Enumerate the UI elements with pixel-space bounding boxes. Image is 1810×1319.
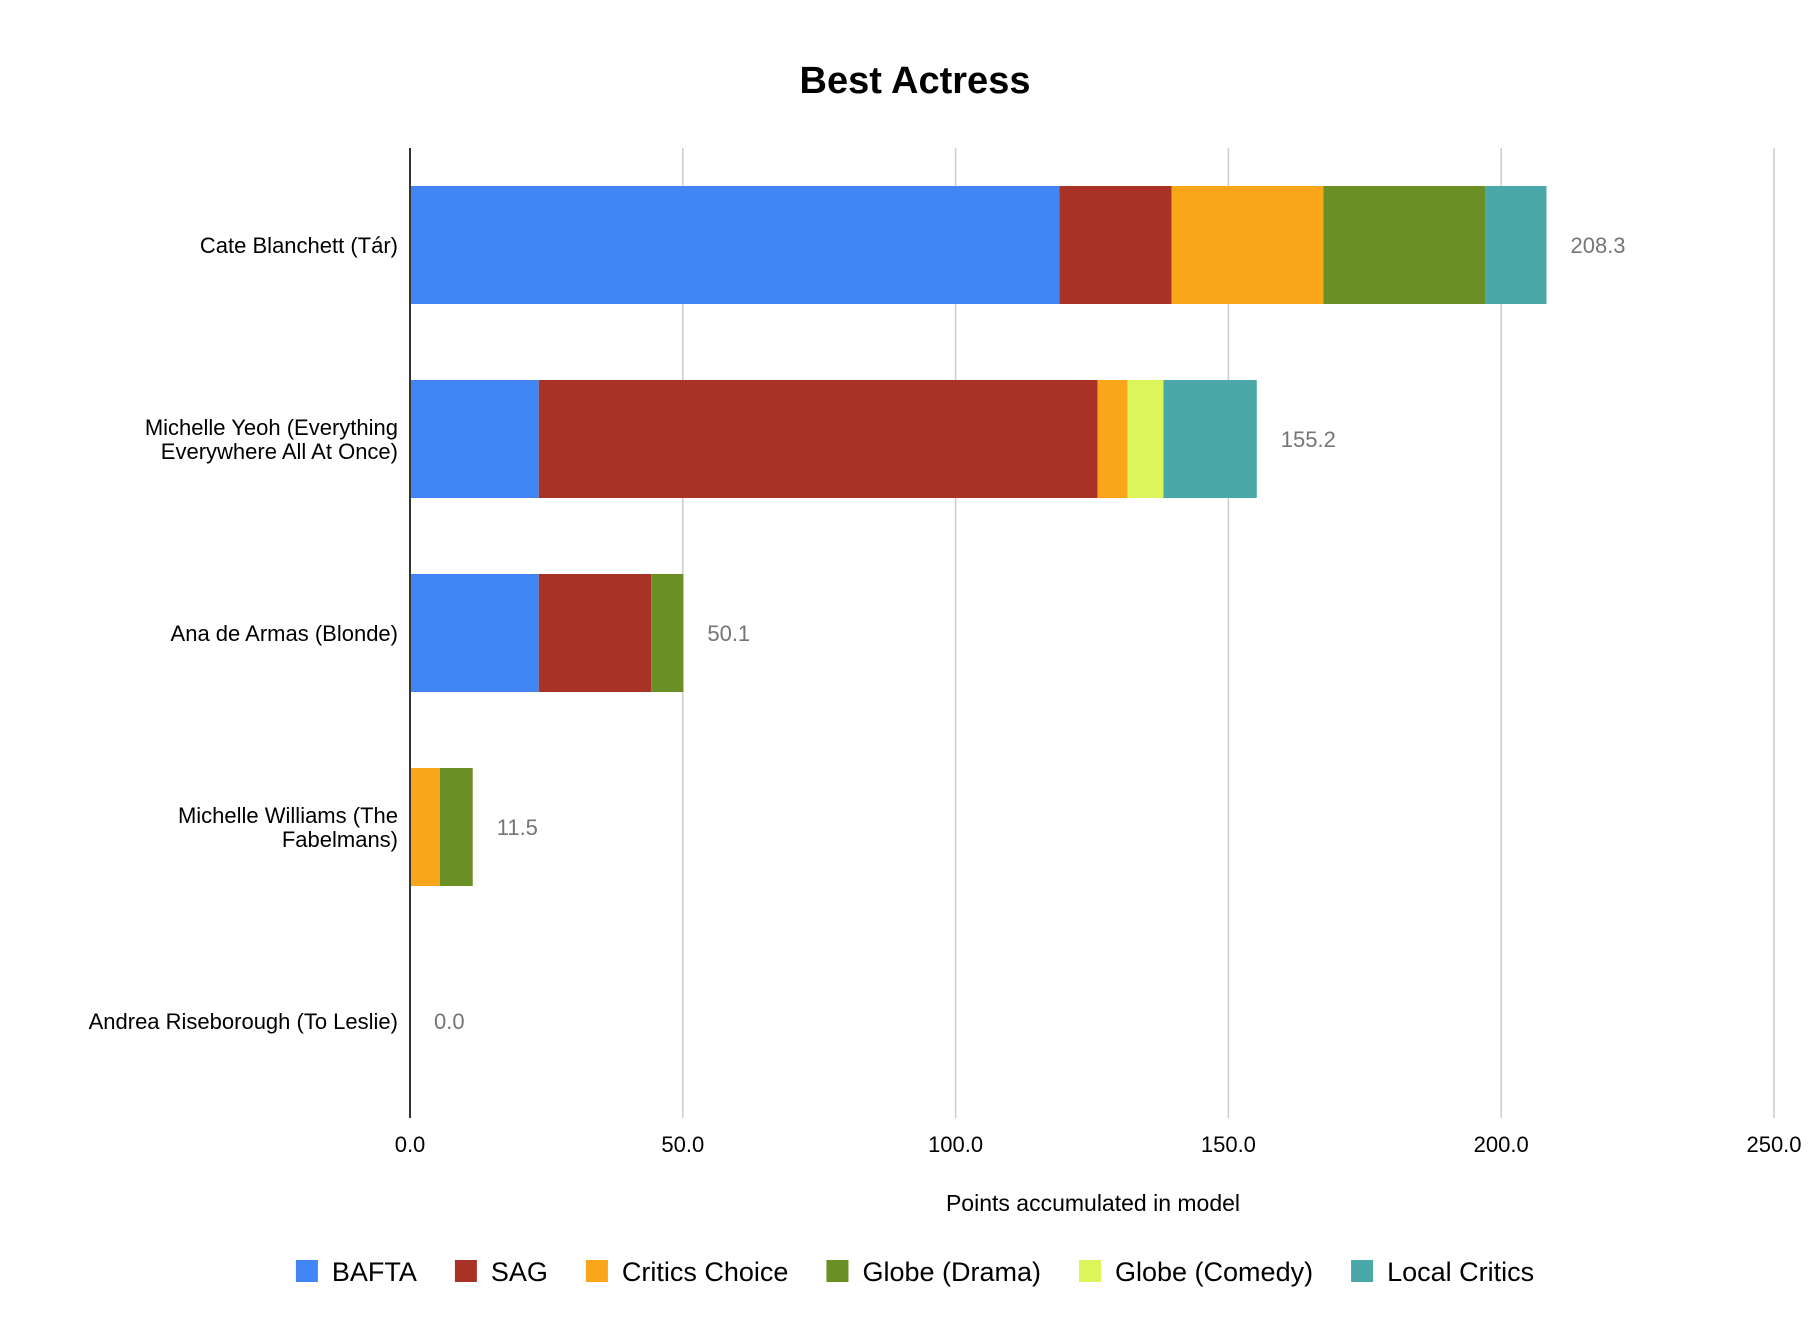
bar-segment: [410, 768, 441, 886]
bar-segment: [1323, 186, 1486, 304]
bar-segment: [410, 186, 1060, 304]
total-label: 50.1: [707, 621, 750, 646]
total-label: 11.5: [497, 815, 538, 840]
total-label: 0.0: [434, 1009, 465, 1034]
legend-swatch: [585, 1260, 608, 1282]
x-tick-label: 50.0: [661, 1132, 704, 1157]
legend: BAFTA SAG Critics Choice Globe (Drama) Globe…: [295, 1257, 1534, 1287]
total-label: 208.3: [1570, 233, 1625, 258]
legend-swatch: [295, 1260, 318, 1282]
legend-label: Globe (Comedy): [1115, 1257, 1313, 1287]
legend-label: Local Critics: [1387, 1257, 1534, 1287]
legend-label: Globe (Drama): [862, 1257, 1041, 1287]
bar-segment: [538, 574, 652, 692]
total-label: 155.2: [1281, 427, 1336, 452]
data-labels: 208.3 155.2 50.1 11.5 0.0: [434, 233, 1626, 1034]
x-tick-label: 100.0: [928, 1132, 983, 1157]
x-tick-label: 250.0: [1746, 1132, 1801, 1157]
bar-segment: [651, 574, 684, 692]
category-label: Fabelmans): [282, 827, 398, 852]
bar-segment: [410, 574, 539, 692]
bar-segment: [410, 380, 539, 498]
legend-label: BAFTA: [332, 1257, 417, 1287]
bar-segment: [1097, 380, 1128, 498]
category-label: Michelle Williams (The: [178, 803, 398, 828]
bar-segment: [440, 768, 473, 886]
chart-title: Best Actress: [800, 60, 1031, 102]
category-label: Everywhere All At Once): [161, 439, 398, 464]
bar-segment: [1127, 380, 1164, 498]
legend-swatch: [1351, 1260, 1374, 1282]
bar-segment: [1171, 186, 1324, 304]
category-label: Michelle Yeoh (Everything: [145, 415, 398, 440]
legend-swatch: [454, 1260, 477, 1282]
category-label: Ana de Armas (Blonde): [171, 621, 398, 646]
category-label: Andrea Riseborough (To Leslie): [89, 1009, 398, 1034]
x-tick-label: 200.0: [1474, 1132, 1529, 1157]
x-tick-label: 150.0: [1201, 1132, 1256, 1157]
bar-segment: [538, 380, 1098, 498]
bar-segment: [1059, 186, 1172, 304]
legend-label: SAG: [491, 1257, 548, 1287]
legend-swatch: [826, 1260, 849, 1282]
x-tick-label: 0.0: [395, 1132, 426, 1157]
x-axis-title: Points accumulated in model: [946, 1190, 1240, 1216]
gridlines: [682, 148, 1775, 1118]
axes: 0.0 50.0 100.0 150.0 200.0 250.0 Cate Blanchet…: [89, 148, 1802, 1157]
category-label: Cate Blanchett (Tár): [200, 233, 398, 258]
bar-segment: [1485, 186, 1547, 304]
legend-label: Critics Choice: [622, 1257, 789, 1287]
bar-segment: [1163, 380, 1257, 498]
bars: [410, 186, 1547, 886]
legend-swatch: [1079, 1260, 1102, 1282]
